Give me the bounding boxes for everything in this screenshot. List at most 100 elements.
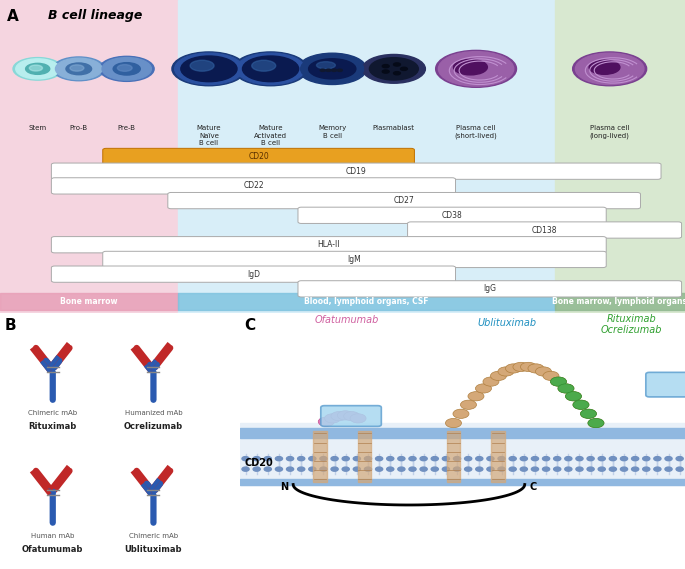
Circle shape — [275, 467, 282, 471]
Circle shape — [676, 456, 683, 461]
Circle shape — [242, 456, 249, 461]
Circle shape — [337, 411, 353, 420]
Circle shape — [236, 53, 305, 84]
Text: Plasma cell
(long-lived): Plasma cell (long-lived) — [590, 125, 630, 139]
FancyBboxPatch shape — [51, 266, 456, 282]
FancyBboxPatch shape — [103, 149, 414, 164]
Circle shape — [364, 467, 371, 471]
Text: Bone marrow: Bone marrow — [60, 296, 118, 306]
Circle shape — [432, 456, 438, 461]
Circle shape — [587, 456, 594, 461]
Circle shape — [632, 456, 638, 461]
Circle shape — [102, 57, 151, 80]
Text: Ofatumumab: Ofatumumab — [314, 315, 379, 325]
Circle shape — [342, 456, 349, 461]
Circle shape — [362, 55, 425, 83]
Circle shape — [588, 418, 604, 428]
Circle shape — [275, 456, 282, 461]
Circle shape — [565, 391, 582, 401]
Circle shape — [621, 456, 627, 461]
Text: Memory
B cell: Memory B cell — [318, 125, 347, 139]
Text: Ublituximab: Ublituximab — [477, 318, 536, 328]
Bar — [178, 0, 555, 313]
Circle shape — [483, 377, 499, 386]
Circle shape — [558, 384, 574, 393]
Circle shape — [520, 467, 527, 471]
Circle shape — [309, 467, 316, 471]
Text: N: N — [279, 481, 288, 492]
Bar — [447, 431, 460, 482]
Text: Mature
Naïve
B cell: Mature Naïve B cell — [197, 125, 221, 146]
Bar — [0, 292, 178, 310]
FancyBboxPatch shape — [51, 237, 606, 253]
Text: Rituximab: Rituximab — [29, 422, 77, 431]
Circle shape — [319, 417, 334, 426]
Circle shape — [543, 467, 549, 471]
Circle shape — [498, 456, 505, 461]
Text: HLA-II: HLA-II — [318, 240, 340, 249]
Text: Human mAb: Human mAb — [31, 533, 75, 539]
Bar — [240, 428, 685, 438]
Circle shape — [117, 64, 132, 71]
Circle shape — [589, 60, 620, 75]
Circle shape — [353, 456, 360, 461]
Circle shape — [564, 456, 572, 461]
Circle shape — [576, 467, 583, 471]
Circle shape — [532, 467, 538, 471]
Circle shape — [464, 456, 472, 461]
Circle shape — [242, 56, 299, 82]
Circle shape — [432, 467, 438, 471]
FancyBboxPatch shape — [298, 207, 606, 224]
Circle shape — [643, 467, 650, 471]
Text: Rituximab
Ocrelizumab: Rituximab Ocrelizumab — [601, 314, 662, 336]
Circle shape — [53, 57, 105, 81]
Circle shape — [580, 409, 597, 418]
Circle shape — [342, 467, 349, 471]
Text: Pre-B: Pre-B — [118, 125, 136, 131]
Circle shape — [309, 456, 316, 461]
Ellipse shape — [308, 59, 356, 79]
Circle shape — [453, 467, 460, 471]
Circle shape — [558, 384, 574, 393]
Circle shape — [398, 467, 405, 471]
Circle shape — [297, 456, 305, 461]
Circle shape — [468, 391, 484, 401]
Circle shape — [506, 364, 521, 373]
Text: Blood, lymphoid organs, CSF: Blood, lymphoid organs, CSF — [304, 296, 429, 306]
Circle shape — [70, 65, 84, 71]
Circle shape — [16, 59, 60, 79]
Ellipse shape — [316, 61, 336, 69]
Text: Chimeric mAb: Chimeric mAb — [28, 410, 77, 417]
Circle shape — [487, 456, 494, 461]
Circle shape — [394, 72, 401, 75]
Text: Plasma cell
(short-lived): Plasma cell (short-lived) — [455, 125, 497, 139]
Circle shape — [251, 60, 275, 71]
Circle shape — [286, 467, 294, 471]
Circle shape — [528, 364, 544, 373]
Circle shape — [576, 456, 583, 461]
Text: CD22: CD22 — [243, 182, 264, 191]
Bar — [240, 479, 685, 485]
Circle shape — [536, 367, 551, 376]
Circle shape — [498, 367, 514, 376]
Circle shape — [365, 56, 423, 82]
Circle shape — [394, 63, 401, 66]
Text: C: C — [244, 318, 256, 333]
Circle shape — [438, 52, 514, 86]
Circle shape — [181, 56, 237, 82]
Circle shape — [326, 69, 331, 72]
Circle shape — [29, 65, 42, 71]
Circle shape — [386, 456, 394, 461]
Circle shape — [573, 400, 589, 409]
Circle shape — [553, 467, 561, 471]
Circle shape — [475, 467, 483, 471]
Circle shape — [598, 456, 606, 461]
Circle shape — [643, 456, 650, 461]
Circle shape — [653, 456, 661, 461]
Circle shape — [475, 384, 491, 393]
FancyBboxPatch shape — [646, 372, 685, 397]
Bar — [0, 0, 178, 313]
Text: Ublituximab: Ublituximab — [125, 545, 182, 554]
Text: CD27: CD27 — [394, 196, 414, 205]
Circle shape — [475, 456, 483, 461]
